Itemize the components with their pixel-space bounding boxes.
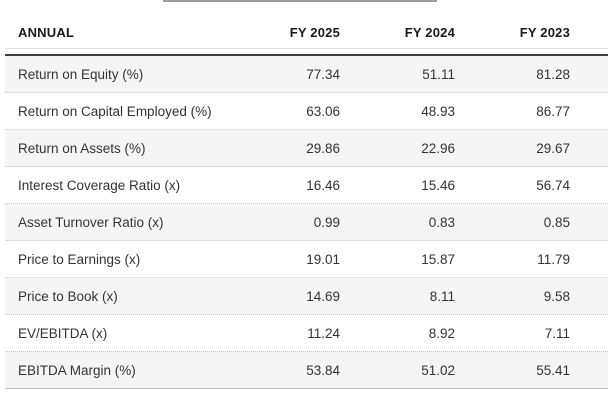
table-row-return-on-equity: Return on Equity (%) 77.34 51.11 81.28	[5, 56, 608, 93]
header-fy2025: FY 2025	[289, 25, 340, 40]
row-value: 9.58	[543, 288, 570, 304]
table-row-interest-coverage-ratio: Interest Coverage Ratio (x) 16.46 15.46 …	[5, 167, 608, 204]
row-value: 56.74	[536, 177, 570, 193]
row-value: 8.11	[429, 288, 455, 304]
row-value: 86.77	[536, 103, 570, 119]
header-fy2024: FY 2024	[404, 25, 455, 40]
table-row-price-to-book: Price to Book (x) 14.69 8.11 9.58	[5, 278, 608, 315]
row-value: 14.69	[306, 288, 340, 304]
row-label: Price to Book (x)	[18, 288, 118, 304]
row-value: 55.41	[536, 362, 570, 378]
table-row-ev-ebitda: EV/EBITDA (x) 11.24 8.92 7.11	[5, 315, 608, 352]
row-value: 0.85	[543, 214, 570, 230]
row-value: 51.11	[422, 66, 455, 82]
table-row-return-on-assets: Return on Assets (%) 29.86 22.96 29.67	[5, 130, 608, 167]
row-value: 29.67	[536, 140, 570, 156]
row-label: EBITDA Margin (%)	[18, 362, 136, 378]
row-value: 19.01	[306, 251, 340, 267]
row-value: 81.28	[536, 66, 570, 82]
row-value: 15.87	[421, 251, 455, 267]
table-body: Return on Equity (%) 77.34 51.11 81.28 R…	[5, 54, 608, 389]
row-value: 0.83	[428, 214, 455, 230]
row-label: Return on Assets (%)	[18, 140, 146, 156]
row-value: 29.86	[306, 140, 340, 156]
row-label: Price to Earnings (x)	[18, 251, 141, 267]
row-value: 7.11	[544, 325, 570, 341]
row-value: 8.92	[428, 325, 455, 341]
table-row-ebitda-margin: EBITDA Margin (%) 53.84 51.02 55.41	[5, 352, 608, 389]
table-row-asset-turnover-ratio: Asset Turnover Ratio (x) 0.99 0.83 0.85	[5, 204, 608, 241]
row-value: 15.46	[421, 177, 455, 193]
table-header-row: ANNUAL FY 2025 FY 2024 FY 2023	[5, 0, 608, 49]
row-value: 0.99	[313, 214, 340, 230]
row-value: 53.84	[306, 362, 340, 378]
row-value: 48.93	[421, 103, 455, 119]
table-row-price-to-earnings: Price to Earnings (x) 19.01 15.87 11.79	[5, 241, 608, 278]
annual-ratios-table: ANNUAL FY 2025 FY 2024 FY 2023 Return on…	[5, 0, 608, 389]
cropped-tab-underline	[163, 0, 437, 2]
table-row-return-on-capital-employed: Return on Capital Employed (%) 63.06 48.…	[5, 93, 608, 130]
row-value: 11.79	[537, 251, 570, 267]
row-label: EV/EBITDA (x)	[18, 325, 108, 341]
row-value: 16.46	[306, 177, 340, 193]
row-value: 51.02	[421, 362, 455, 378]
row-value: 63.06	[306, 103, 340, 119]
row-label: Return on Equity (%)	[18, 66, 144, 82]
row-value: 22.96	[421, 140, 455, 156]
row-label: Return on Capital Employed (%)	[18, 103, 212, 119]
row-label: Interest Coverage Ratio (x)	[18, 177, 181, 193]
row-value: 11.24	[307, 325, 340, 341]
header-fy2023: FY 2023	[519, 25, 570, 40]
row-label: Asset Turnover Ratio (x)	[18, 214, 164, 230]
header-annual: ANNUAL	[18, 25, 75, 40]
row-value: 77.34	[306, 66, 340, 82]
